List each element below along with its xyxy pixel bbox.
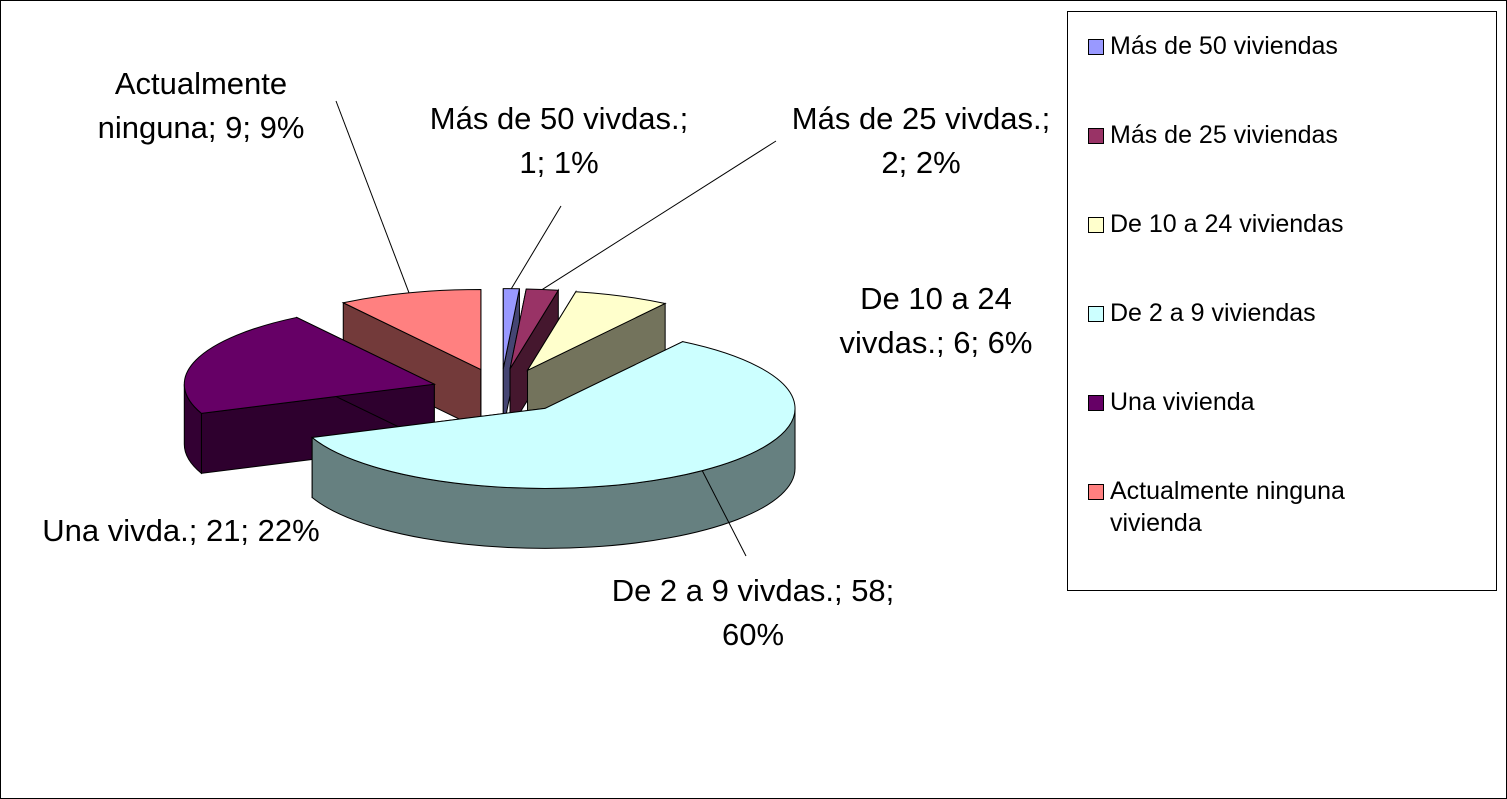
legend-label: De 2 a 9 viviendas [1110, 299, 1316, 327]
data-label: Más de 25 vivdas.; 2; 2% [791, 101, 1051, 180]
pie-slice [310, 340, 796, 549]
legend-item: De 2 a 9 viviendas [1088, 297, 1496, 386]
legend-item: Más de 25 viviendas [1088, 119, 1496, 208]
legend-swatch [1088, 484, 1104, 500]
leader-line [510, 205, 562, 289]
data-label: Una vivda.; 21; 22% [42, 513, 320, 548]
legend-swatch [1088, 128, 1104, 144]
legend-item: Actualmente ninguna vivienda [1088, 475, 1496, 564]
data-label: Más de 50 vivdas.; 1; 1% [429, 101, 689, 180]
legend-item: Más de 50 viviendas [1088, 30, 1496, 119]
legend-swatch [1088, 217, 1104, 233]
legend-swatch [1088, 395, 1104, 411]
data-label: De 2 a 9 vivdas.; 58; 60% [611, 573, 895, 652]
slice-top [526, 291, 667, 372]
legend-label: Actualmente ninguna vivienda [1110, 477, 1345, 537]
plot-area [183, 100, 796, 557]
leader-line [542, 140, 777, 290]
legend-item: Una vivienda [1088, 386, 1496, 475]
pie-slice [341, 289, 482, 431]
legend-swatch [1088, 39, 1104, 55]
legend-label: De 10 a 24 viviendas [1110, 210, 1344, 238]
slice-top [502, 288, 521, 369]
slice-top [341, 289, 482, 371]
slice-top [310, 341, 796, 489]
legend-label: Más de 50 viviendas [1110, 32, 1338, 60]
legend-label: Más de 25 viviendas [1110, 121, 1338, 149]
legend: Más de 50 viviendas Más de 25 viviendas De… [1067, 11, 1497, 591]
legend-swatch [1088, 306, 1104, 322]
slice-top [183, 316, 437, 414]
legend-item: De 10 a 24 viviendas [1088, 208, 1496, 297]
data-label: De 10 a 24 vivdas.; 6; 6% [839, 281, 1033, 360]
pie-slice [502, 288, 521, 429]
leader-line [701, 470, 747, 557]
legend-label: Una vivienda [1110, 388, 1255, 416]
data-label: Actualmente ninguna; 9; 9% [97, 66, 305, 145]
leader-line [335, 100, 410, 294]
pie-slice [526, 290, 667, 433]
